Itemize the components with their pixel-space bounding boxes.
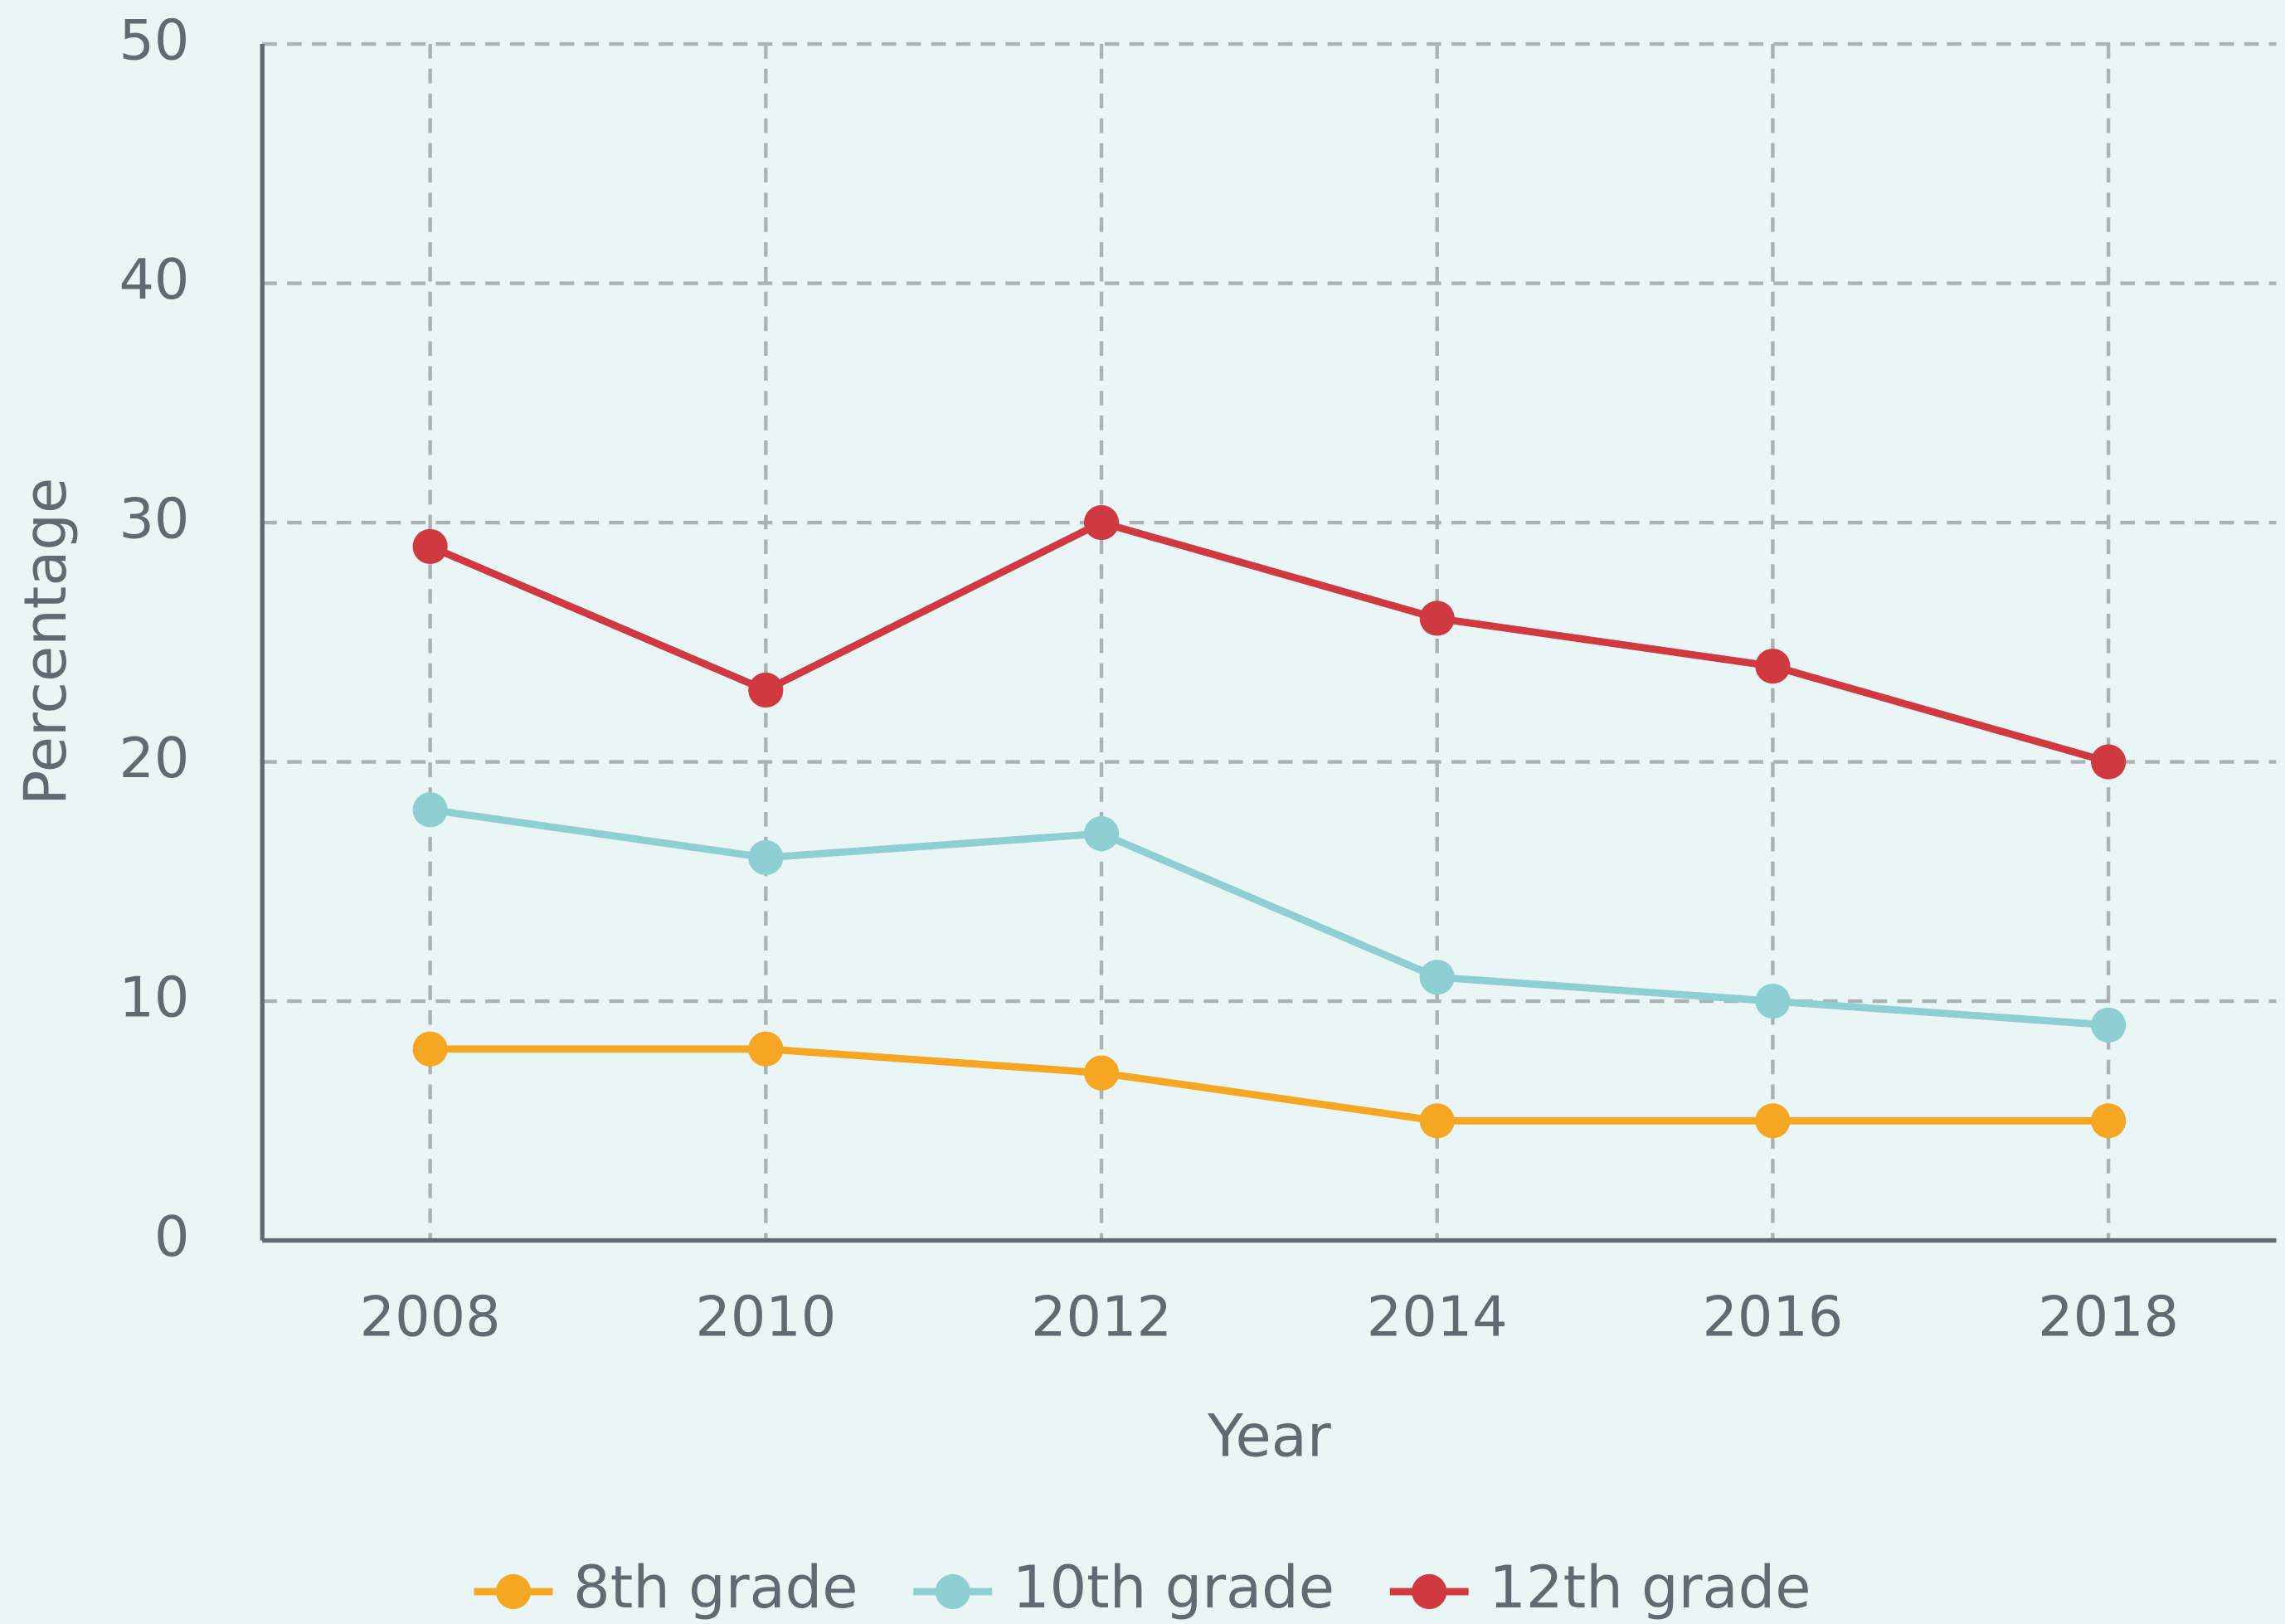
point	[1419, 1103, 1455, 1139]
y-tick-label: 50	[119, 8, 189, 73]
legend-marker	[495, 1573, 532, 1610]
y-tick-label: 40	[119, 247, 189, 312]
point	[2091, 744, 2127, 780]
x-tick-label: 2018	[2038, 1285, 2179, 1349]
legend-label: 8th grade	[573, 1553, 858, 1622]
x-tick-label: 2010	[695, 1285, 836, 1349]
axes: 0 10 20 30 40 50 2008 2010 2012 2014 2016 2018	[119, 8, 2277, 1349]
point	[412, 528, 448, 564]
legend-marker	[1412, 1573, 1447, 1610]
y-tick-label: 30	[119, 487, 189, 552]
legend-marker	[935, 1573, 970, 1610]
point	[1419, 600, 1455, 636]
point	[412, 792, 448, 828]
x-tick-label: 2014	[1367, 1285, 1508, 1349]
point	[1755, 649, 1791, 684]
legend-label: 12th grade	[1489, 1553, 1811, 1622]
point	[412, 1031, 448, 1067]
y-tick-label: 20	[119, 726, 189, 790]
legend: 8th grade 10th grade 12th grade	[474, 1553, 1811, 1622]
y-tick-label: 10	[119, 965, 189, 1030]
series-line	[428, 518, 2110, 766]
y-axis-label: Percentage	[12, 478, 80, 805]
point	[2091, 1007, 2127, 1043]
point	[2091, 1103, 2127, 1139]
point	[1755, 1103, 1791, 1139]
point	[748, 1031, 784, 1067]
marks	[412, 504, 2127, 1139]
x-tick-label: 2008	[360, 1285, 501, 1349]
point	[1083, 504, 1120, 541]
legend-item: 10th grade	[913, 1553, 1335, 1622]
point	[1083, 1055, 1120, 1091]
point	[748, 672, 784, 708]
x-tick-label: 2012	[1031, 1285, 1172, 1349]
point	[1755, 983, 1791, 1019]
series-line	[429, 805, 2109, 1029]
legend-label: 10th grade	[1013, 1553, 1335, 1622]
x-axis-label: Year	[1207, 1402, 1331, 1470]
x-tick-label: 2016	[1702, 1285, 1843, 1349]
point	[748, 839, 784, 876]
y-tick-label: 0	[154, 1204, 189, 1269]
point	[1083, 816, 1120, 852]
legend-item: 8th grade	[474, 1553, 858, 1622]
series-line	[430, 1045, 2109, 1125]
point	[1419, 960, 1455, 995]
legend-item: 12th grade	[1389, 1553, 1811, 1622]
